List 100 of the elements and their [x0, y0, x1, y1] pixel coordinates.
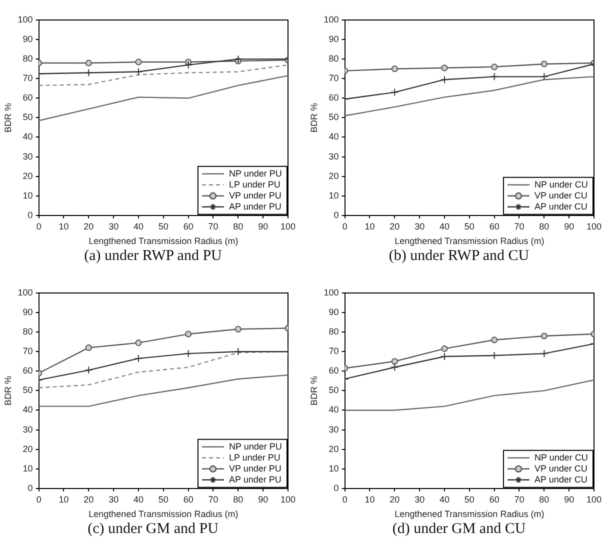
y-tick-label: 100 — [18, 14, 33, 24]
y-tick-label: 10 — [22, 463, 33, 474]
y-tick-label: 80 — [328, 54, 339, 64]
y-tick-label: 60 — [328, 92, 339, 103]
y-tick-label: 30 — [328, 424, 339, 434]
y-tick-label: 0 — [334, 482, 339, 493]
y-tick-label: 80 — [22, 54, 33, 64]
legend-label: LP under PU — [228, 179, 280, 190]
y-axis-title: BDR % — [308, 376, 319, 406]
legend-label: NP under PU — [228, 168, 282, 178]
x-tick-label: 80 — [539, 494, 550, 504]
x-tick-label: 20 — [390, 221, 400, 232]
x-tick-label: 100 — [586, 221, 602, 232]
y-tick-label: 80 — [328, 326, 339, 337]
x-axis-title: Lengthened Transmission Radius (m) — [394, 509, 544, 520]
y-tick-label: 40 — [328, 132, 339, 142]
y-tick-label: 100 — [18, 287, 33, 298]
text: (d) under GM and CU — [391, 521, 527, 538]
x-tick-label: 30 — [108, 494, 119, 504]
y-tick-label: 0 — [334, 210, 339, 220]
x-tick-label: 40 — [133, 221, 144, 232]
y-tick-label: 10 — [328, 463, 339, 474]
text: (c) under GM and PU — [86, 521, 220, 538]
x-tick-label: 60 — [183, 221, 194, 232]
y-tick-label: 70 — [22, 346, 33, 356]
legend-label: VP under PU — [228, 190, 282, 200]
y-tick-label: 30 — [328, 151, 339, 162]
x-tick-label: 90 — [564, 494, 574, 504]
x-axis-title: Lengthened Transmission Radius (m) — [394, 236, 544, 246]
y-tick-label: 50 — [328, 385, 339, 396]
x-tick-label: 80 — [539, 221, 550, 232]
y-tick-label: 20 — [22, 170, 33, 181]
legend-label: AP under CU — [534, 474, 588, 484]
x-tick-label: 70 — [514, 494, 524, 504]
x-tick-label: 50 — [158, 494, 168, 504]
legend-label: AP under PU — [228, 474, 282, 484]
x-tick-label: 80 — [233, 221, 244, 232]
x-tick-label: 70 — [208, 494, 218, 504]
y-axis-title: BDR % — [308, 102, 319, 132]
y-tick-label: 50 — [22, 385, 33, 396]
legend-label: VP under CU — [534, 463, 588, 474]
y-tick-label: 60 — [22, 92, 33, 103]
y-tick-label: 40 — [22, 404, 33, 415]
y-tick-label: 10 — [328, 190, 339, 200]
legend-label: VP under CU — [534, 190, 588, 200]
legend-label: NP under CU — [534, 179, 588, 190]
x-tick-label: 30 — [414, 494, 425, 504]
x-tick-label: 90 — [258, 494, 268, 504]
y-tick-label: 100 — [324, 14, 339, 24]
x-tick-label: 70 — [208, 221, 218, 232]
x-tick-label: 30 — [108, 221, 119, 232]
x-tick-label: 100 — [586, 494, 602, 504]
x-tick-label: 90 — [258, 221, 268, 232]
y-tick-label: 30 — [22, 424, 33, 434]
x-tick-label: 60 — [183, 494, 194, 504]
x-axis-title: Lengthened Transmission Radius (m) — [88, 509, 238, 520]
x-tick-label: 20 — [84, 494, 94, 504]
x-tick-label: 0 — [342, 494, 348, 504]
y-tick-label: 70 — [328, 73, 339, 84]
x-tick-label: 20 — [390, 494, 400, 504]
legend-label: NP under PU — [228, 441, 282, 452]
y-tick-label: 20 — [22, 444, 33, 454]
y-axis-title: BDR % — [2, 102, 13, 132]
y-tick-label: 80 — [22, 326, 33, 337]
y-tick-label: 10 — [22, 190, 33, 200]
y-tick-label: 0 — [28, 482, 33, 493]
y-tick-label: 40 — [328, 404, 339, 415]
y-tick-label: 30 — [22, 151, 33, 162]
x-tick-label: 50 — [158, 221, 168, 232]
y-tick-label: 20 — [328, 444, 339, 454]
x-tick-label: 50 — [464, 494, 474, 504]
legend-label: AP under CU — [534, 201, 588, 212]
x-tick-label: 100 — [280, 494, 296, 504]
x-tick-label: 40 — [439, 221, 450, 232]
y-tick-label: 90 — [328, 307, 339, 318]
y-tick-label: 60 — [328, 366, 339, 376]
x-tick-label: 40 — [133, 494, 144, 504]
y-tick-label: 90 — [328, 34, 339, 44]
y-tick-label: 90 — [22, 34, 33, 44]
x-tick-label: 80 — [233, 494, 244, 504]
text: (b) under RWP and CU — [388, 248, 530, 265]
y-tick-label: 40 — [22, 132, 33, 142]
y-tick-label: 90 — [22, 307, 33, 318]
x-tick-label: 30 — [414, 221, 425, 232]
x-tick-label: 10 — [58, 221, 69, 232]
x-axis-title: Lengthened Transmission Radius (m) — [88, 236, 238, 246]
legend-label: NP under CU — [534, 452, 588, 462]
y-tick-label: 70 — [328, 346, 339, 356]
x-tick-label: 10 — [364, 221, 375, 232]
x-tick-label: 70 — [514, 221, 524, 232]
x-tick-label: 100 — [280, 221, 296, 232]
x-tick-label: 10 — [58, 494, 69, 504]
legend-label: VP under PU — [228, 463, 282, 474]
y-tick-label: 20 — [328, 170, 339, 181]
x-tick-label: 50 — [464, 221, 474, 232]
y-tick-label: 50 — [328, 112, 339, 122]
y-tick-label: 70 — [22, 73, 33, 84]
text: (a) under RWP and PU — [83, 248, 223, 265]
legend-label: LP under PU — [228, 452, 280, 462]
y-tick-label: 50 — [22, 112, 33, 122]
